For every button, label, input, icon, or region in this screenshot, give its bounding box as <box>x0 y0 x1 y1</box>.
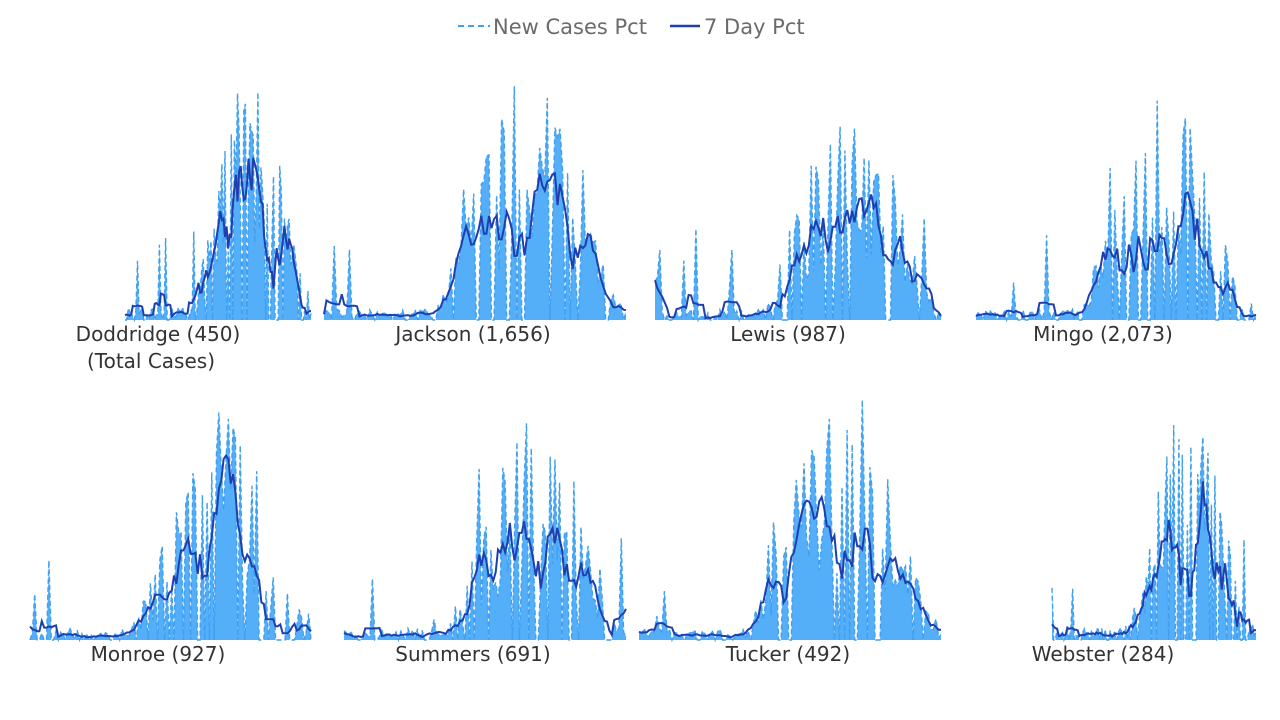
avg-line <box>1051 481 1257 638</box>
avg-line <box>29 453 312 639</box>
panel: Summers (691) <box>343 423 627 666</box>
daily-line <box>654 126 942 323</box>
avg-line <box>654 194 942 320</box>
daily-line <box>125 92 312 323</box>
panel-title: Tucker (492) <box>725 642 850 666</box>
panel: Tucker (492) <box>638 399 942 666</box>
panel: Lewis (987) <box>654 126 942 346</box>
panel-subtitle: (Total Cases) <box>87 349 215 373</box>
panel-title: Mingo (2,073) <box>1033 322 1173 346</box>
daily-area <box>976 100 1256 320</box>
panel: Monroe (927) <box>29 412 312 666</box>
panel-title: Monroe (927) <box>91 642 226 666</box>
panel: Doddridge (450) <box>76 92 312 346</box>
legend-avg-label: 7 Day Pct <box>704 15 805 39</box>
daily-line <box>323 86 627 322</box>
avg-line <box>638 494 941 639</box>
panel-title: Jackson (1,656) <box>393 322 550 346</box>
daily-area <box>1052 425 1256 640</box>
avg-line <box>975 190 1257 319</box>
panels: Doddridge (450) Jackson (1,656) Lewis (987… <box>29 86 1257 666</box>
daily-area <box>655 126 941 320</box>
panel: Mingo (2,073) <box>975 100 1257 346</box>
daily-line <box>975 100 1257 323</box>
daily-area <box>639 400 941 640</box>
panel: Webster (284) <box>1032 425 1257 666</box>
daily-area <box>30 412 311 640</box>
daily-line <box>29 412 312 643</box>
legend-daily-label: New Cases Pct <box>493 15 647 39</box>
daily-area <box>344 423 626 640</box>
avg-line <box>343 521 627 639</box>
panel-title: Summers (691) <box>395 642 550 666</box>
daily-line <box>1051 425 1257 643</box>
daily-line <box>638 399 942 643</box>
panel-title: Webster (284) <box>1032 642 1175 666</box>
avg-line <box>124 157 311 319</box>
legend: New Cases Pct 7 Day Pct <box>458 15 805 39</box>
avg-line <box>323 171 627 318</box>
panel: Jackson (1,656) <box>323 86 627 346</box>
panel-title: Lewis (987) <box>730 322 846 346</box>
panel-title: Doddridge (450) <box>76 322 241 346</box>
